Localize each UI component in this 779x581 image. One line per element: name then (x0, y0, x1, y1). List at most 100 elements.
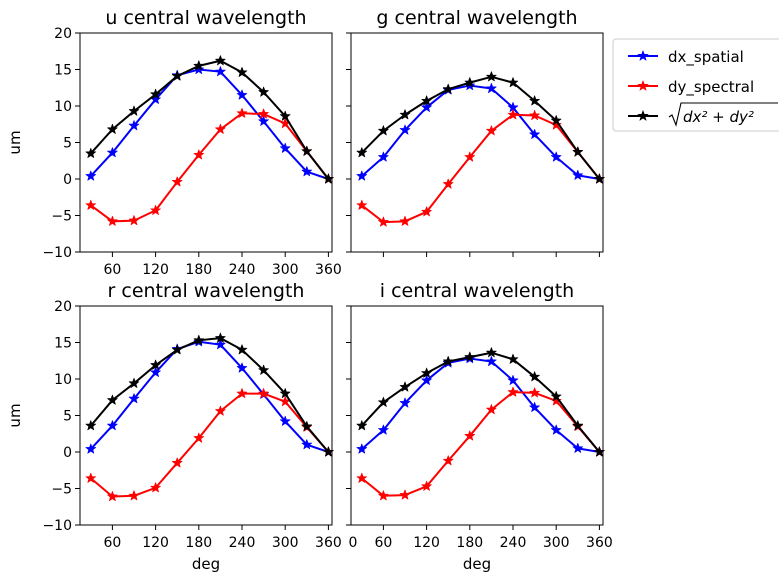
x-tick-label: 360 (315, 535, 342, 551)
data-point-sqrt (236, 66, 248, 77)
data-point-sqrt (550, 391, 562, 402)
data-point-sqrt (150, 88, 161, 99)
x-tick-label: 360 (586, 535, 613, 551)
y-tick-label: 5 (63, 136, 72, 152)
data-point-dx_spatial (399, 397, 411, 408)
legend-frame (612, 38, 779, 132)
data-point-dx_spatial (279, 415, 291, 426)
data-point-dx_spatial (486, 82, 497, 93)
series-line-dx_spatial (361, 357, 600, 453)
y-axis-label: um (6, 403, 24, 427)
data-point-dx_spatial (128, 393, 140, 404)
legend-entry: dx² + dy² (628, 102, 778, 127)
data-point-sqrt (128, 105, 140, 116)
y-axis-label: um (6, 130, 24, 154)
data-point-dy_spectral (507, 109, 519, 120)
data-point-dy_spectral (550, 119, 562, 130)
x-tick-label: 120 (142, 535, 169, 551)
data-point-dy_spectral (128, 215, 140, 226)
legend-label: dx² + dy² (683, 108, 754, 126)
data-point-sqrt (421, 367, 432, 378)
y-tick-label: −5 (51, 482, 72, 498)
data-point-dy_spectral (464, 151, 476, 162)
radical-sign (668, 102, 778, 127)
data-point-dy_spectral (486, 125, 497, 136)
data-point-sqrt (301, 145, 313, 156)
data-point-dy_spectral (258, 108, 269, 119)
data-point-dx_spatial (572, 169, 584, 180)
data-point-dy_spectral (442, 178, 454, 189)
legend-marker (637, 79, 649, 91)
data-point-dx_spatial (529, 128, 540, 139)
x-tick-label: 60 (374, 535, 392, 551)
data-point-dx_spatial (378, 151, 389, 162)
data-point-dy_spectral (421, 206, 432, 217)
data-point-dy_spectral (356, 472, 368, 483)
data-point-sqrt (258, 364, 269, 375)
data-point-dx_spatial (128, 120, 140, 131)
data-point-sqrt (356, 147, 368, 158)
data-point-sqrt (193, 60, 205, 71)
data-point-sqrt (529, 371, 540, 382)
x-tick-label: 120 (413, 535, 440, 551)
data-point-dy_spectral (236, 107, 248, 118)
series-line-dy_spectral (361, 391, 601, 497)
axes-frame (350, 305, 604, 526)
data-point-sqrt (378, 125, 389, 136)
axes-frame (350, 32, 604, 253)
chart-title: r central wavelength (108, 280, 305, 302)
legend-marker (637, 49, 649, 61)
y-tick-label: 15 (54, 63, 72, 79)
data-point-sqrt (529, 95, 540, 106)
legend-entry: dx_spatial (628, 48, 744, 67)
data-point-dx_spatial (236, 89, 248, 100)
data-point-sqrt (85, 147, 97, 158)
data-point-sqrt (279, 110, 291, 121)
data-point-dx_spatial (301, 166, 313, 177)
data-point-sqrt (464, 77, 476, 88)
data-point-dx_spatial (486, 355, 497, 366)
data-point-sqrt (85, 420, 97, 431)
data-point-dx_spatial (550, 151, 562, 162)
data-point-dy_spectral (529, 109, 540, 120)
series-line-sqrt (361, 351, 601, 453)
data-point-sqrt (258, 86, 269, 97)
data-point-dy_spectral (464, 430, 476, 441)
y-tick-label: 10 (54, 99, 72, 115)
y-tick-label: −5 (51, 209, 72, 225)
data-point-dy_spectral (193, 149, 205, 160)
data-point-dx_spatial (421, 101, 432, 112)
data-point-sqrt (399, 381, 411, 392)
data-point-dy_spectral (85, 472, 97, 483)
data-point-dy_spectral (128, 490, 140, 501)
x-tick-label: 300 (272, 262, 299, 278)
data-point-dx_spatial (150, 366, 161, 377)
legend-label: dx_spatial (668, 48, 744, 67)
chart-title: i central wavelength (380, 280, 574, 302)
series-line-dy_spectral (361, 113, 601, 224)
data-point-sqrt (150, 359, 161, 370)
data-point-sqrt (107, 123, 118, 134)
data-point-dy_spectral (150, 204, 161, 215)
data-point-dx_spatial (215, 66, 226, 77)
data-point-sqrt (442, 355, 454, 366)
y-tick-label: 0 (63, 445, 72, 461)
data-point-dy_spectral (85, 199, 97, 210)
data-point-sqrt (323, 173, 334, 184)
data-point-dy_spectral (236, 388, 248, 399)
x-tick-label: 60 (103, 262, 121, 278)
data-point-dx_spatial (279, 142, 291, 153)
data-point-dx_spatial (356, 170, 368, 181)
data-point-sqrt (464, 351, 476, 362)
data-point-sqrt (279, 388, 291, 399)
data-point-dx_spatial (572, 442, 584, 453)
data-point-dy_spectral (150, 482, 161, 493)
chart-title: g central wavelength (376, 7, 577, 29)
x-tick-label: 240 (500, 535, 527, 551)
series-line-dx_spatial (90, 340, 329, 453)
data-point-sqrt (301, 420, 313, 431)
series-line-sqrt (361, 75, 601, 180)
data-point-sqrt (486, 71, 497, 82)
x-tick-label: 300 (543, 535, 570, 551)
